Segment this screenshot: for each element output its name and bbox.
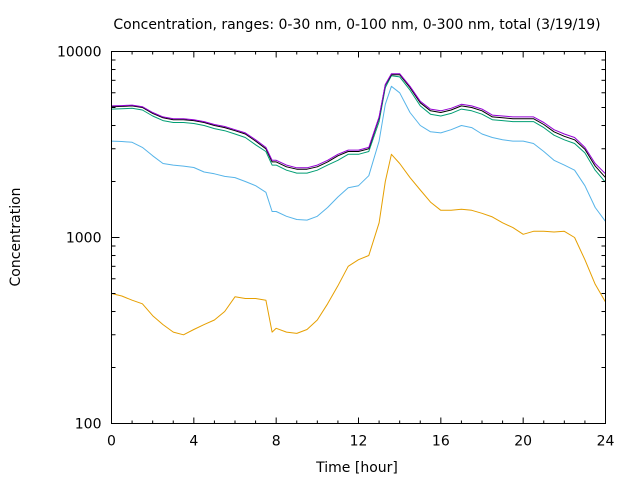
x-tick-label: 8 [272,434,281,450]
plot-frame [111,51,606,424]
y-tick-label: 10000 [57,45,102,61]
y-tick-label: 1000 [66,231,102,247]
x-tick-label: 12 [350,434,368,450]
series-line-4 [111,74,606,178]
chart-title: Concentration, ranges: 0-30 nm, 0-100 nm… [113,17,600,33]
series-line-5 [111,73,606,175]
x-tick-label: 0 [107,434,116,450]
axis-ticks: 0 4 8 12 16 20 24 100 1000 10000 [57,45,615,450]
x-tick-label: 20 [514,434,532,450]
series-line-2 [111,85,606,222]
series-line-3 [111,75,606,183]
x-axis-label: Time [hour] [315,460,398,476]
y-axis-label: Concentration [8,187,24,286]
x-tick-label: 16 [432,434,450,450]
y-tick-label: 100 [75,417,102,433]
series-group [111,73,606,336]
series-line-1 [111,153,606,336]
x-tick-label: 24 [597,434,615,450]
x-tick-label: 4 [189,434,198,450]
